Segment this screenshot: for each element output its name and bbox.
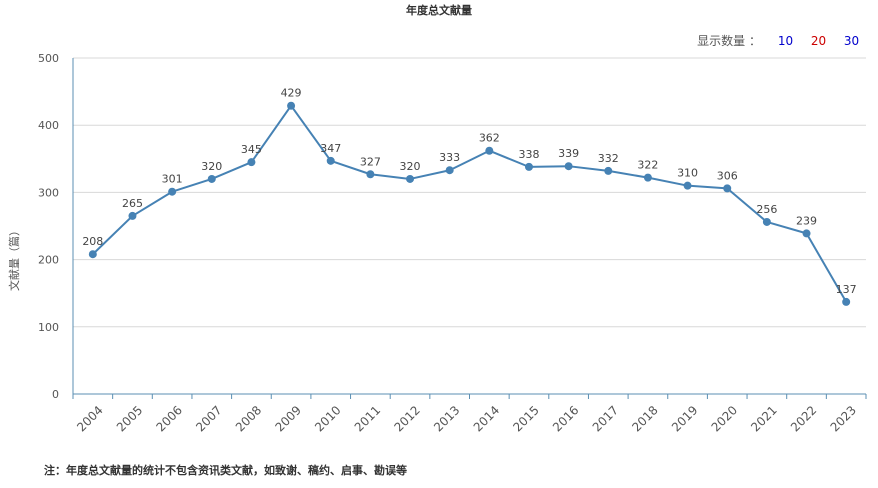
data-label: 306: [717, 169, 738, 182]
data-label: 310: [677, 167, 698, 180]
data-point: [326, 156, 335, 165]
x-tick-label: 2006: [154, 403, 185, 434]
x-tick-label: 2023: [828, 403, 859, 434]
data-point: [485, 146, 494, 155]
data-label: 301: [162, 173, 183, 186]
data-label: 137: [836, 283, 857, 296]
data-label: 339: [558, 147, 579, 160]
data-point: [643, 173, 652, 182]
series-line: [92, 104, 848, 303]
data-label: 265: [122, 197, 143, 210]
data-point: [88, 250, 97, 259]
data-label: 256: [756, 203, 777, 216]
x-tick-label: 2019: [669, 403, 700, 434]
data-label: 332: [598, 152, 619, 165]
display-count-option-10[interactable]: 10: [777, 33, 794, 48]
x-tick-label: 2018: [629, 403, 660, 434]
data-point: [406, 174, 415, 183]
x-tick-label: 2005: [114, 403, 145, 434]
y-tick-label: 300: [38, 186, 59, 199]
x-tick-label: 2012: [391, 403, 422, 434]
data-point: [128, 211, 137, 220]
data-point: [604, 166, 613, 175]
x-tick-label: 2010: [312, 403, 343, 434]
y-tick-label: 0: [52, 388, 59, 401]
data-point: [207, 174, 216, 183]
y-tick-label: 400: [38, 119, 59, 132]
x-tick-label: 2015: [510, 403, 541, 434]
display-count-option-20[interactable]: 20: [810, 33, 827, 48]
display-count-label: 显示数量 ：: [697, 34, 761, 48]
x-tick-label: 2011: [352, 403, 383, 434]
data-point: [168, 187, 177, 196]
x-tick-label: 2014: [471, 403, 502, 434]
y-axis-label: 文献量（篇）: [8, 225, 21, 291]
data-point: [564, 162, 573, 171]
data-point: [366, 170, 375, 179]
x-tick-label: 2017: [590, 403, 621, 434]
data-label: 338: [518, 148, 539, 161]
x-tick-label: 2022: [788, 403, 819, 434]
x-tick-label: 2009: [272, 403, 303, 434]
y-tick-label: 500: [38, 52, 59, 65]
data-label: 333: [439, 151, 460, 164]
y-tick-label: 200: [38, 254, 59, 267]
y-tick-label: 100: [38, 321, 59, 334]
data-label: 327: [360, 155, 381, 168]
data-point: [287, 101, 296, 110]
data-point: [842, 297, 851, 306]
data-point: [802, 229, 811, 238]
x-tick-label: 2013: [431, 403, 462, 434]
x-tick-label: 2021: [748, 403, 779, 434]
data-label: 429: [281, 87, 302, 100]
data-point: [445, 166, 454, 175]
data-label: 347: [320, 142, 341, 155]
data-label: 322: [637, 159, 658, 172]
x-tick-label: 2004: [74, 403, 105, 434]
data-label: 320: [201, 160, 222, 173]
x-tick-label: 2008: [233, 403, 264, 434]
data-point: [723, 184, 732, 193]
x-tick-label: 2007: [193, 403, 224, 434]
footnote: 注：年度总文献量的统计不包含资讯类文献，如致谢、稿约、启事、勘误等: [44, 464, 407, 477]
data-point: [683, 181, 692, 190]
x-tick-label: 2020: [709, 403, 740, 434]
data-label: 320: [400, 160, 421, 173]
data-label: 362: [479, 132, 500, 145]
x-tick-label: 2016: [550, 403, 581, 434]
chart-title: 年度总文献量: [406, 4, 472, 17]
data-label: 239: [796, 214, 817, 227]
data-point: [524, 162, 533, 171]
data-label: 208: [82, 235, 103, 248]
display-count-selector: 显示数量 ： 10 20 30: [697, 32, 868, 49]
data-point: [762, 217, 771, 226]
data-label: 345: [241, 143, 262, 156]
display-count-option-30[interactable]: 30: [843, 33, 860, 48]
data-point: [247, 158, 256, 167]
